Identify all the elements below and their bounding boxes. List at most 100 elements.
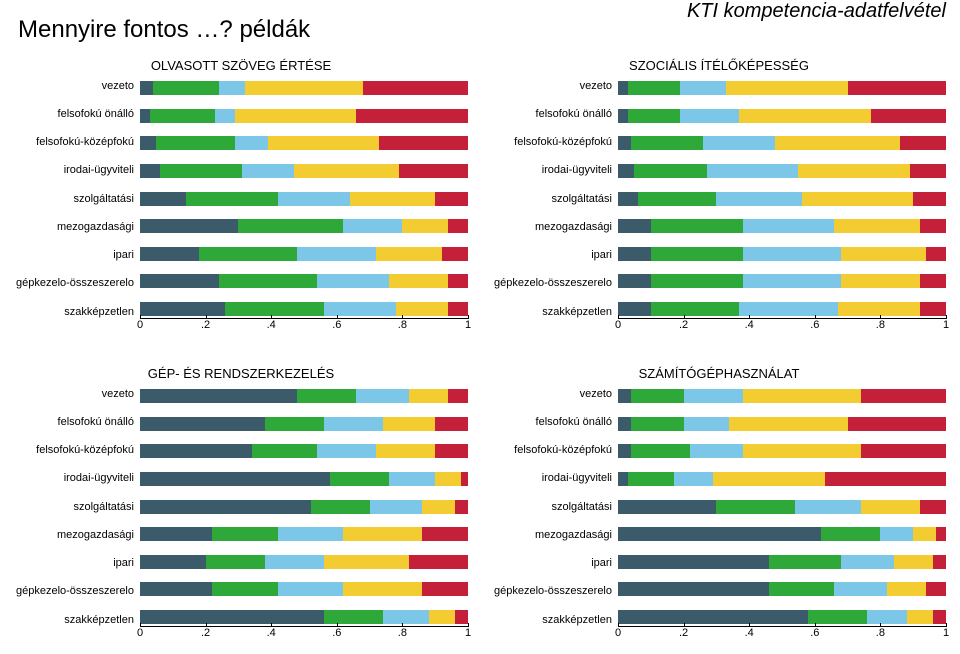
bar-segment: [215, 109, 235, 123]
y-axis-labels: vezetofelsofokú önállófelsofokú-középfok…: [14, 387, 140, 627]
bar-segment: [920, 302, 946, 316]
x-tick-label: .8: [876, 319, 885, 331]
bar-row: [140, 219, 468, 233]
bar-segment: [684, 417, 730, 431]
bar-segment: [775, 136, 900, 150]
y-axis-labels: vezetofelsofokú önállófelsofokú-középfok…: [492, 79, 618, 319]
bar-segment: [618, 164, 634, 178]
bar-segment: [252, 444, 318, 458]
bar-segment: [618, 472, 628, 486]
bar-segment: [880, 527, 913, 541]
bar-segment: [703, 136, 775, 150]
bar-segment: [235, 136, 268, 150]
bar-segment: [140, 582, 212, 596]
chart-panel: OLVASOTT SZÖVEG ÉRTÉSEvezetofelsofokú ön…: [14, 56, 468, 340]
bar-segment: [631, 136, 703, 150]
category-label: felsofokú-középfokú: [514, 444, 612, 458]
bar-segment: [442, 247, 468, 261]
bar-segment: [628, 472, 674, 486]
bar-row: [140, 136, 468, 150]
category-label: szolgáltatási: [551, 500, 612, 514]
y-axis-labels: vezetofelsofokú önállófelsofokú-középfok…: [14, 79, 140, 319]
bar-segment: [140, 164, 160, 178]
bar-segment: [402, 219, 448, 233]
bar-segment: [634, 164, 706, 178]
y-axis-labels: vezetofelsofokú önállófelsofokú-középfok…: [492, 387, 618, 627]
bar-segment: [396, 302, 448, 316]
bar-segment: [311, 500, 370, 514]
bar-row: [140, 274, 468, 288]
category-label: felsofokú önálló: [536, 107, 612, 121]
bar-row: [140, 500, 468, 514]
bar-row: [140, 417, 468, 431]
category-label: szakképzetlen: [64, 305, 134, 319]
bar-segment: [140, 136, 156, 150]
bar-segment: [389, 472, 435, 486]
bar-segment: [821, 527, 880, 541]
bar-segment: [716, 500, 795, 514]
bar-segment: [618, 81, 628, 95]
bar-segment: [235, 109, 356, 123]
x-tick-label: .2: [679, 319, 688, 331]
x-tick-label: .6: [810, 627, 819, 639]
bar-segment: [140, 274, 219, 288]
bar-segment: [356, 389, 408, 403]
bar-segment: [409, 389, 448, 403]
bar-segment: [690, 444, 742, 458]
x-tick-label: .8: [398, 319, 407, 331]
bar-segment: [156, 136, 235, 150]
bar-segment: [618, 136, 631, 150]
bar-segment: [245, 81, 363, 95]
bar-segment: [278, 527, 344, 541]
bar-segment: [910, 164, 946, 178]
bar-row: [618, 81, 946, 95]
bar-segment: [294, 164, 399, 178]
x-tick-label: .4: [267, 627, 276, 639]
bar-segment: [140, 610, 324, 624]
bar-segment: [399, 164, 468, 178]
bar-segment: [861, 500, 920, 514]
x-tick-label: .6: [332, 627, 341, 639]
bar-segment: [140, 247, 199, 261]
bar-segment: [638, 192, 717, 206]
bar-row: [140, 582, 468, 596]
bar-segment: [448, 389, 468, 403]
bar-segment: [618, 555, 769, 569]
bar-segment: [936, 527, 946, 541]
bar-segment: [834, 219, 919, 233]
bar-segment: [743, 219, 835, 233]
bar-segment: [628, 109, 680, 123]
bar-segment: [871, 109, 946, 123]
bar-row: [618, 389, 946, 403]
bar-segment: [435, 417, 468, 431]
chart-title: GÉP- ÉS RENDSZERKEZELÉS: [14, 366, 468, 381]
bar-segment: [618, 527, 821, 541]
bar-segment: [448, 274, 468, 288]
bar-segment: [324, 417, 383, 431]
bar-segment: [674, 472, 713, 486]
bar-segment: [435, 192, 468, 206]
bar-segment: [867, 610, 906, 624]
bar-row: [618, 555, 946, 569]
bar-segment: [913, 527, 936, 541]
x-axis: 0.2.4.6.81: [618, 319, 946, 337]
bar-segment: [448, 219, 468, 233]
bar-segment: [455, 500, 468, 514]
category-label: szolgáltatási: [551, 192, 612, 206]
bar-row: [618, 472, 946, 486]
bar-segment: [920, 500, 946, 514]
bar-segment: [713, 472, 825, 486]
x-tick-label: .6: [810, 319, 819, 331]
bar-segment: [894, 555, 933, 569]
bar-segment: [631, 389, 683, 403]
bar-segment: [140, 417, 265, 431]
chart-area: vezetofelsofokú önállófelsofokú-középfok…: [14, 79, 468, 319]
bar-segment: [435, 472, 461, 486]
charts-grid: OLVASOTT SZÖVEG ÉRTÉSEvezetofelsofokú ön…: [14, 56, 946, 648]
bar-segment: [926, 582, 946, 596]
category-label: vezeto: [580, 387, 612, 401]
bar-segment: [618, 500, 716, 514]
bar-segment: [435, 444, 468, 458]
bar-row: [140, 444, 468, 458]
plot-region: [140, 79, 468, 319]
